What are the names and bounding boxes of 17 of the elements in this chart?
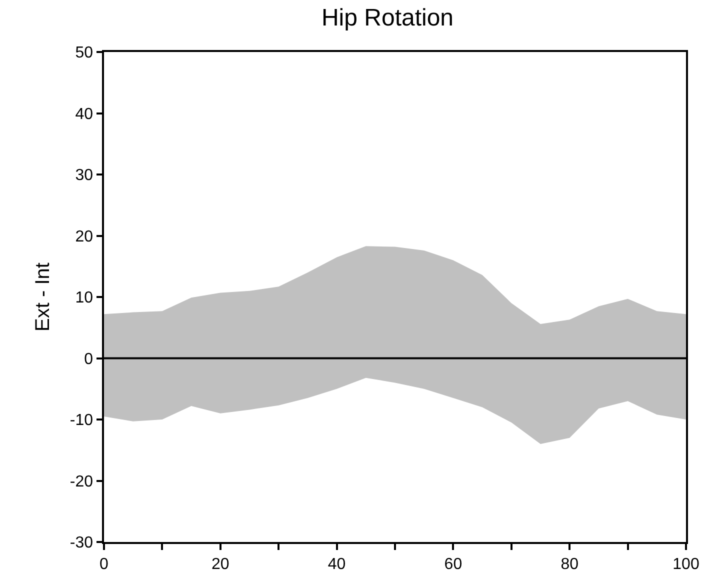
y-tick-label: 30 <box>75 167 94 184</box>
x-tick-label: 40 <box>328 556 346 573</box>
y-axis-title: Ext - Int <box>32 262 54 332</box>
x-tick-label: 80 <box>560 556 579 573</box>
chart-title: Hip Rotation <box>321 4 454 32</box>
x-tick-label: 20 <box>212 556 230 573</box>
y-tick-label: 10 <box>75 290 94 307</box>
y-tick-label: -20 <box>70 473 94 490</box>
y-tick-label: -30 <box>70 534 94 552</box>
y-tick-label: -10 <box>70 412 94 430</box>
x-tick-label: 60 <box>444 556 462 573</box>
x-tick-label: 0 <box>100 556 109 573</box>
x-tick-label: 100 <box>672 556 700 573</box>
y-tick-label: 20 <box>75 228 94 246</box>
y-tick-label: 40 <box>75 106 94 123</box>
y-tick-label: 0 <box>84 350 94 368</box>
y-tick-label: 50 <box>75 44 94 62</box>
